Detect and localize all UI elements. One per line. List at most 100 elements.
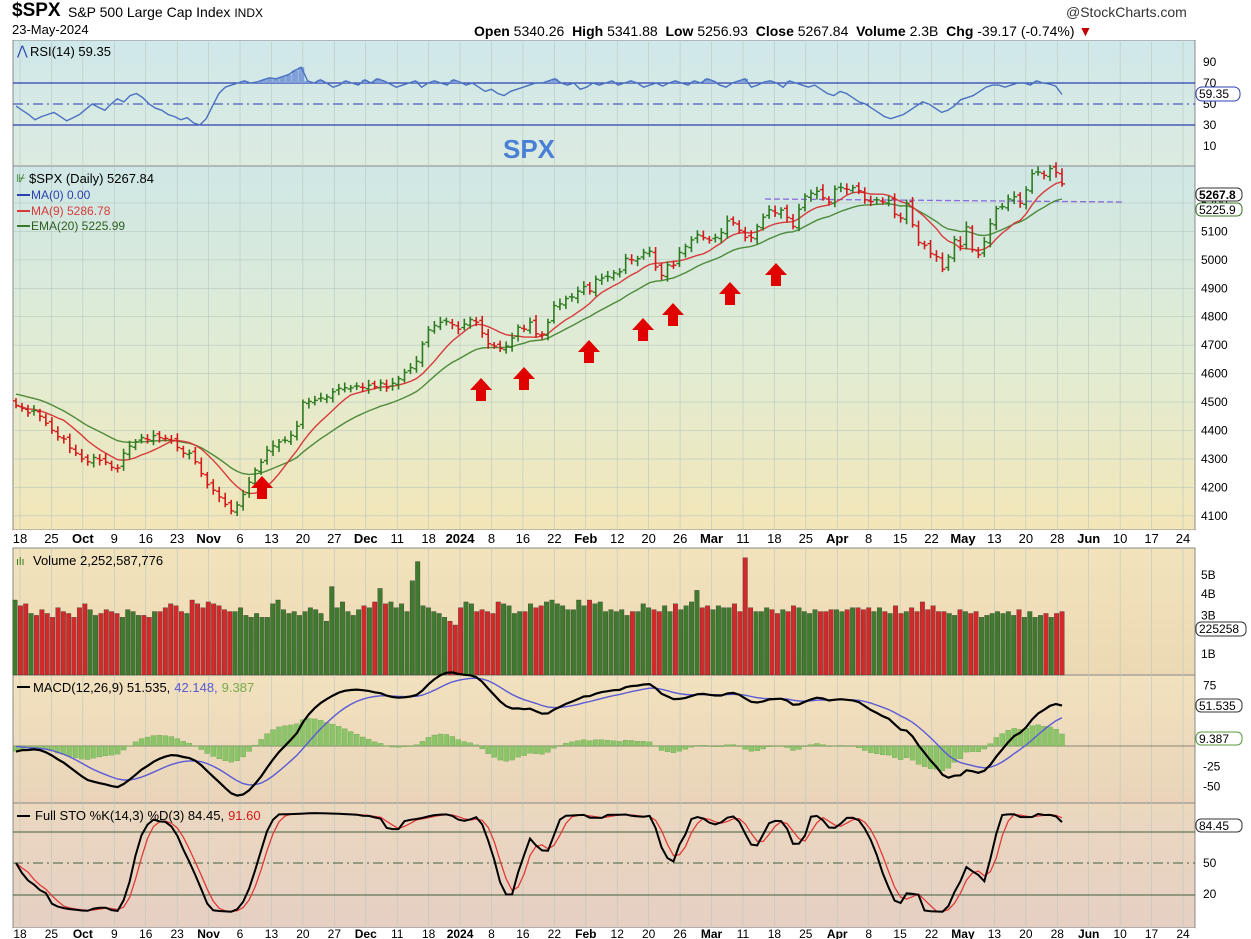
price-tick-label: 4200 bbox=[1201, 480, 1228, 494]
macd-hist-bar bbox=[975, 745, 981, 752]
macd-hist-bar bbox=[963, 745, 970, 753]
macd-hist-bar bbox=[210, 745, 216, 757]
x-axis-label-bottom: 11 bbox=[391, 927, 404, 939]
volume-bar bbox=[485, 611, 490, 676]
ohlc-bar bbox=[813, 186, 820, 200]
brand-label[interactable]: @StockCharts.com bbox=[1066, 4, 1187, 20]
x-axis-label-bottom: 26 bbox=[673, 927, 687, 939]
macd-hist-bar bbox=[150, 735, 157, 747]
macd-hist-bar bbox=[623, 740, 629, 747]
volume-bar bbox=[50, 617, 56, 676]
volume-bar bbox=[957, 609, 963, 676]
volume-tick-label: 1B bbox=[1201, 647, 1216, 661]
x-axis-label: Apr bbox=[826, 531, 848, 546]
volume-bar bbox=[828, 609, 834, 676]
xaxis-band-top bbox=[13, 530, 1195, 548]
volume-bar bbox=[479, 609, 485, 676]
volume-bar bbox=[587, 599, 592, 676]
sto-badge: 84.45 bbox=[1195, 818, 1243, 833]
macd-hist-bar bbox=[132, 741, 139, 747]
ohlc-bar bbox=[658, 262, 665, 281]
ohlc-bar bbox=[897, 212, 904, 223]
x-axis-label: Dec bbox=[354, 531, 378, 546]
ohlc-bar bbox=[957, 236, 964, 251]
ohlc-bar bbox=[437, 316, 444, 331]
volume-bar bbox=[737, 611, 743, 676]
volume-bar bbox=[388, 601, 394, 676]
ohlc-bar bbox=[42, 413, 49, 427]
low-label: Low bbox=[665, 23, 694, 39]
volume-bar bbox=[243, 615, 249, 676]
volume-bar bbox=[506, 605, 512, 676]
ohlc-bar bbox=[796, 203, 803, 232]
x-axis-label: 2024 bbox=[446, 531, 476, 546]
volume-bar bbox=[528, 603, 533, 676]
x-axis-label-bottom: 12 bbox=[611, 927, 625, 939]
ohlc-bar bbox=[867, 195, 874, 207]
ohlc-bar bbox=[1041, 170, 1048, 180]
macd-hist-bar bbox=[862, 745, 868, 751]
volume-bar bbox=[801, 611, 807, 676]
volume-bar bbox=[1059, 611, 1065, 676]
ohlc-bar bbox=[903, 199, 910, 225]
volume-bar bbox=[651, 609, 657, 676]
ohlc-bar bbox=[1035, 166, 1042, 176]
macd-hist-bar bbox=[832, 745, 838, 747]
volume-bar bbox=[227, 611, 233, 676]
macd-hist-bar bbox=[354, 733, 360, 747]
ohlc-bar bbox=[527, 317, 534, 334]
volume-bar bbox=[887, 613, 893, 676]
support-up-arrow bbox=[632, 318, 654, 341]
macd-badges: 51.535 9.387 bbox=[1195, 698, 1243, 746]
x-axis-label-bottom: Mar bbox=[701, 927, 723, 939]
volume-bar bbox=[748, 607, 754, 676]
ohlc-bar bbox=[819, 184, 826, 201]
macd-hist-bar bbox=[712, 745, 718, 747]
volume-bar bbox=[87, 609, 93, 676]
x-axis-label: 28 bbox=[1050, 531, 1064, 546]
volume-bar bbox=[313, 609, 319, 676]
volume-bar bbox=[581, 605, 587, 676]
volume-badge-text: 225258 bbox=[1199, 622, 1239, 636]
volume-bar bbox=[914, 611, 920, 676]
macd-hist-bar bbox=[886, 745, 892, 756]
rsi-tick-label: 90 bbox=[1203, 55, 1217, 69]
volume-tick-label: 3B bbox=[1201, 608, 1216, 622]
volume-bar bbox=[860, 609, 866, 676]
ma9-legend: MA(9) 5286.78 bbox=[31, 204, 111, 218]
volume-bar bbox=[399, 603, 405, 676]
macd-hist-bar bbox=[485, 745, 491, 754]
ohlc-bar bbox=[682, 243, 689, 258]
volume-bar bbox=[270, 603, 276, 676]
macd-hist-bar bbox=[640, 741, 647, 747]
ohlc-bar bbox=[443, 317, 450, 326]
price-tick-label: 5000 bbox=[1201, 253, 1228, 267]
sto-legend: Full STO %K(14,3) %D(3) 84.45, 91.60 bbox=[17, 808, 261, 823]
volume-bar bbox=[44, 613, 50, 676]
macd-hist-bar bbox=[670, 745, 677, 753]
macd-hist-bar bbox=[682, 745, 689, 750]
ohlc-bar bbox=[329, 388, 336, 403]
volume-bar bbox=[1048, 617, 1054, 676]
macd-hist-bar bbox=[664, 745, 671, 752]
ohlc-bar bbox=[939, 252, 946, 273]
ohlc-bar bbox=[114, 464, 121, 473]
macd-hist-bar bbox=[939, 745, 946, 772]
ohlc-bar bbox=[491, 342, 498, 349]
x-axis-label-bottom: 18 bbox=[422, 927, 436, 939]
x-axis-label: 27 bbox=[327, 531, 341, 546]
macd-hist-bar bbox=[933, 745, 940, 770]
volume-bar bbox=[334, 607, 340, 676]
price-tick-label: 5100 bbox=[1201, 224, 1228, 238]
close-label: Close bbox=[755, 23, 794, 39]
macd-hist-bar bbox=[449, 736, 455, 747]
volume-bar bbox=[694, 590, 700, 676]
macd-hist-bar bbox=[628, 740, 635, 747]
ohlc-bar bbox=[365, 379, 372, 394]
macd-hist-bar bbox=[814, 743, 820, 747]
price-tick-label: 4700 bbox=[1201, 338, 1228, 352]
high-value: 5341.88 bbox=[607, 23, 658, 39]
volume-bar bbox=[984, 615, 990, 676]
